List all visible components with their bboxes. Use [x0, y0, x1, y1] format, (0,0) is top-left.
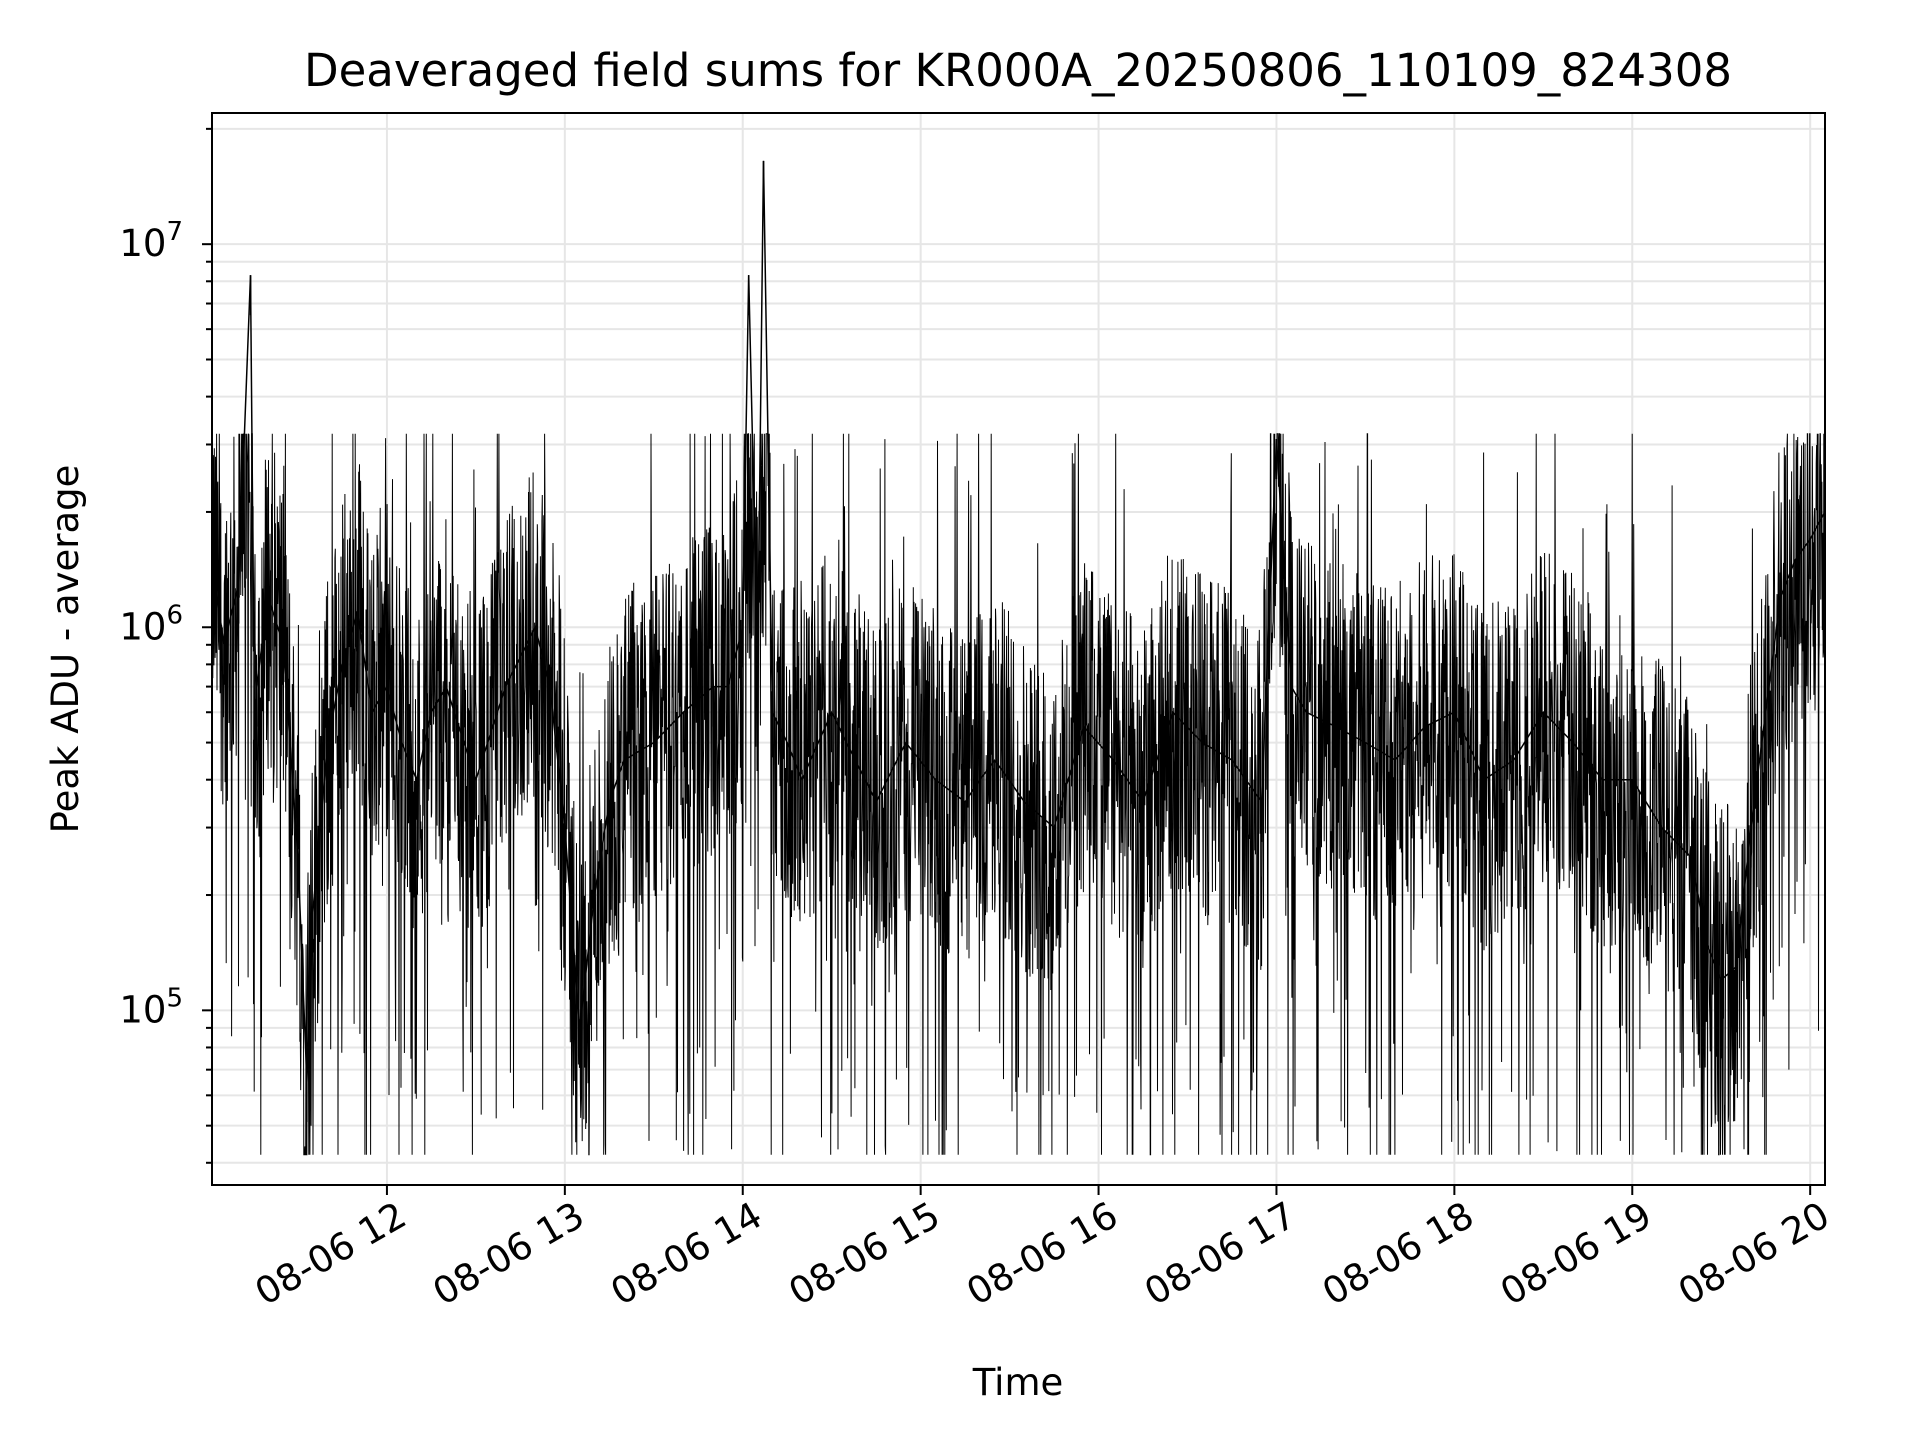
series-line	[211, 160, 1826, 1083]
y-tick-label: 107	[119, 217, 183, 265]
y-axis: 105 106 107	[119, 127, 212, 1164]
plot-frame	[211, 112, 1826, 1186]
chart-title: Deaveraged field sums for KR000A_2025080…	[304, 44, 1732, 97]
y-tick-label: 106	[119, 600, 183, 648]
series-noise-band	[211, 433, 1826, 1156]
y-axis-label: Peak ADU - average	[44, 465, 87, 834]
y-tick-label: 105	[119, 983, 183, 1031]
x-axis-label: Time	[972, 1361, 1064, 1404]
series-layer	[211, 160, 1826, 1156]
